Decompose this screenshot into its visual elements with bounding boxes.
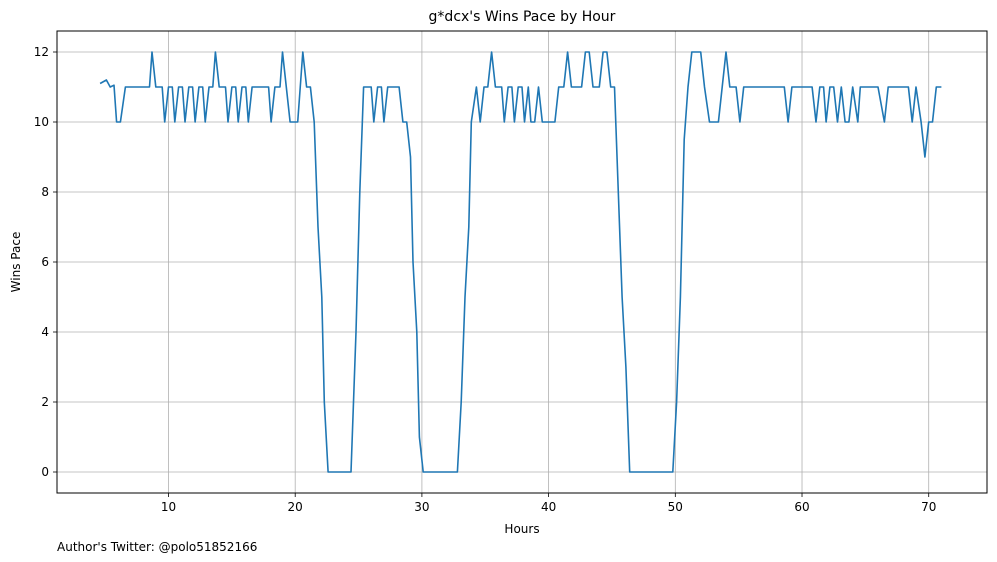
y-tick-label: 12 — [34, 45, 49, 59]
x-tick-label: 70 — [921, 500, 936, 514]
y-tick-label: 8 — [41, 185, 49, 199]
y-axis-label: Wins Pace — [9, 232, 23, 293]
author-credit: Author's Twitter: @polo51852166 — [57, 540, 257, 554]
x-axis: 10 20 30 40 50 60 70 — [161, 493, 936, 514]
y-tick-label: 6 — [41, 255, 49, 269]
x-tick-label: 60 — [794, 500, 809, 514]
chart-title: g*dcx's Wins Pace by Hour — [429, 9, 616, 25]
x-tick-label: 30 — [414, 500, 429, 514]
x-axis-label: Hours — [504, 522, 539, 536]
y-tick-label: 4 — [41, 325, 49, 339]
grid — [57, 31, 987, 493]
wins-pace-line — [99, 51, 942, 473]
y-tick-label: 10 — [34, 115, 49, 129]
x-tick-label: 20 — [288, 500, 303, 514]
x-tick-label: 40 — [541, 500, 556, 514]
series-line — [99, 51, 942, 473]
y-tick-label: 2 — [41, 395, 49, 409]
y-tick-label: 0 — [41, 465, 49, 479]
x-tick-label: 50 — [668, 500, 683, 514]
y-axis: 0 2 4 6 8 10 12 — [34, 45, 57, 479]
x-tick-label: 10 — [161, 500, 176, 514]
